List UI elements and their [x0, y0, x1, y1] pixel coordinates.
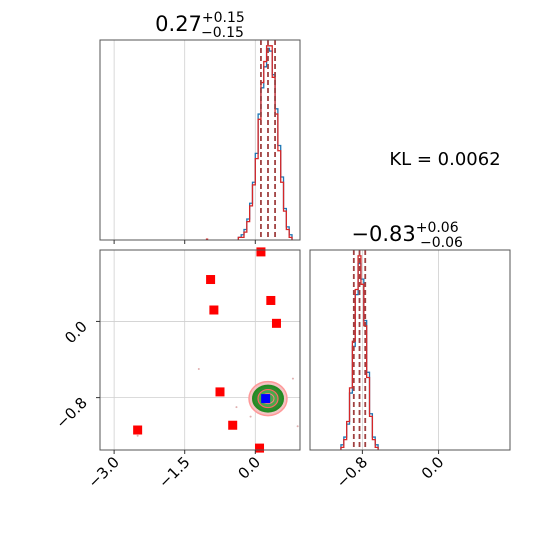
top-hist-grid [113, 40, 256, 240]
top-hist-series [205, 45, 293, 240]
scatter-sample-dot [296, 425, 299, 428]
scatter-xtick-label: −3.0 [84, 453, 122, 491]
right-hist-title-main: −0.83 [351, 222, 415, 246]
panel-bottom-left: −3.0 −1.5 0.0 0.0 −0.8 [52, 247, 301, 492]
panel-bottom-right: −0.8 0.0 −0.83+0.06 −0.06 [309, 220, 511, 492]
panel-top-left: 0.27+0.15 −0.15 [99, 10, 301, 244]
right-hist-grid [361, 250, 439, 450]
scatter-marker [215, 387, 225, 397]
scatter-sample-dot [197, 368, 200, 371]
top-hist-ticks [113, 240, 256, 244]
right-hist-title: −0.83+0.06 [351, 220, 458, 246]
scatter-sample-dot [235, 406, 238, 409]
scatter-sample-dot [249, 415, 252, 418]
right-hist-xtick-label: 0.0 [418, 453, 448, 483]
top-hist-title-main: 0.27 [155, 12, 202, 36]
scatter-marker [266, 295, 276, 305]
right-hist-ticks: −0.8 0.0 [333, 450, 448, 492]
scatter-sample-dot [136, 434, 139, 437]
scatter-marker [255, 443, 265, 453]
right-hist-title-sub: −0.06 [420, 235, 463, 251]
right-hist-frame [309, 249, 511, 451]
top-hist-title-sup: +0.15 [202, 10, 245, 26]
top-hist-quantile-lines [260, 40, 276, 240]
scatter-ticks: −3.0 −1.5 0.0 0.0 −0.8 [52, 318, 264, 492]
right-hist-xtick-label: −0.8 [333, 453, 371, 491]
scatter-marker [206, 275, 216, 285]
scatter-ytick-label: −0.8 [52, 394, 90, 432]
scatter-marker [228, 420, 238, 430]
scatter-contours [248, 380, 288, 417]
scatter-marker [271, 318, 281, 328]
scatter-sample-dot [291, 377, 294, 380]
hist-series-1 [340, 255, 379, 450]
right-hist-series [340, 255, 379, 450]
hist-series-1 [237, 45, 293, 240]
scatter-points [133, 247, 299, 453]
scatter-marker [133, 425, 143, 435]
scatter-xtick-label: −1.5 [155, 453, 193, 491]
scatter-marker [256, 247, 266, 257]
top-hist-title: 0.27+0.15 [155, 10, 245, 36]
scatter-marker [209, 305, 219, 315]
scatter-xtick-label: 0.0 [235, 453, 265, 483]
right-hist-title-sup: +0.06 [416, 220, 459, 236]
right-hist-quantile-lines [352, 250, 367, 450]
kl-annotation: KL = 0.0062 [389, 149, 500, 170]
scatter-ytick-label: 0.0 [61, 318, 91, 348]
scatter-truth-marker [261, 394, 271, 404]
top-hist-title-sub: −0.15 [201, 25, 244, 41]
scatter-grid [100, 250, 300, 450]
scatter-frame [99, 249, 301, 451]
top-hist-frame [99, 39, 301, 241]
